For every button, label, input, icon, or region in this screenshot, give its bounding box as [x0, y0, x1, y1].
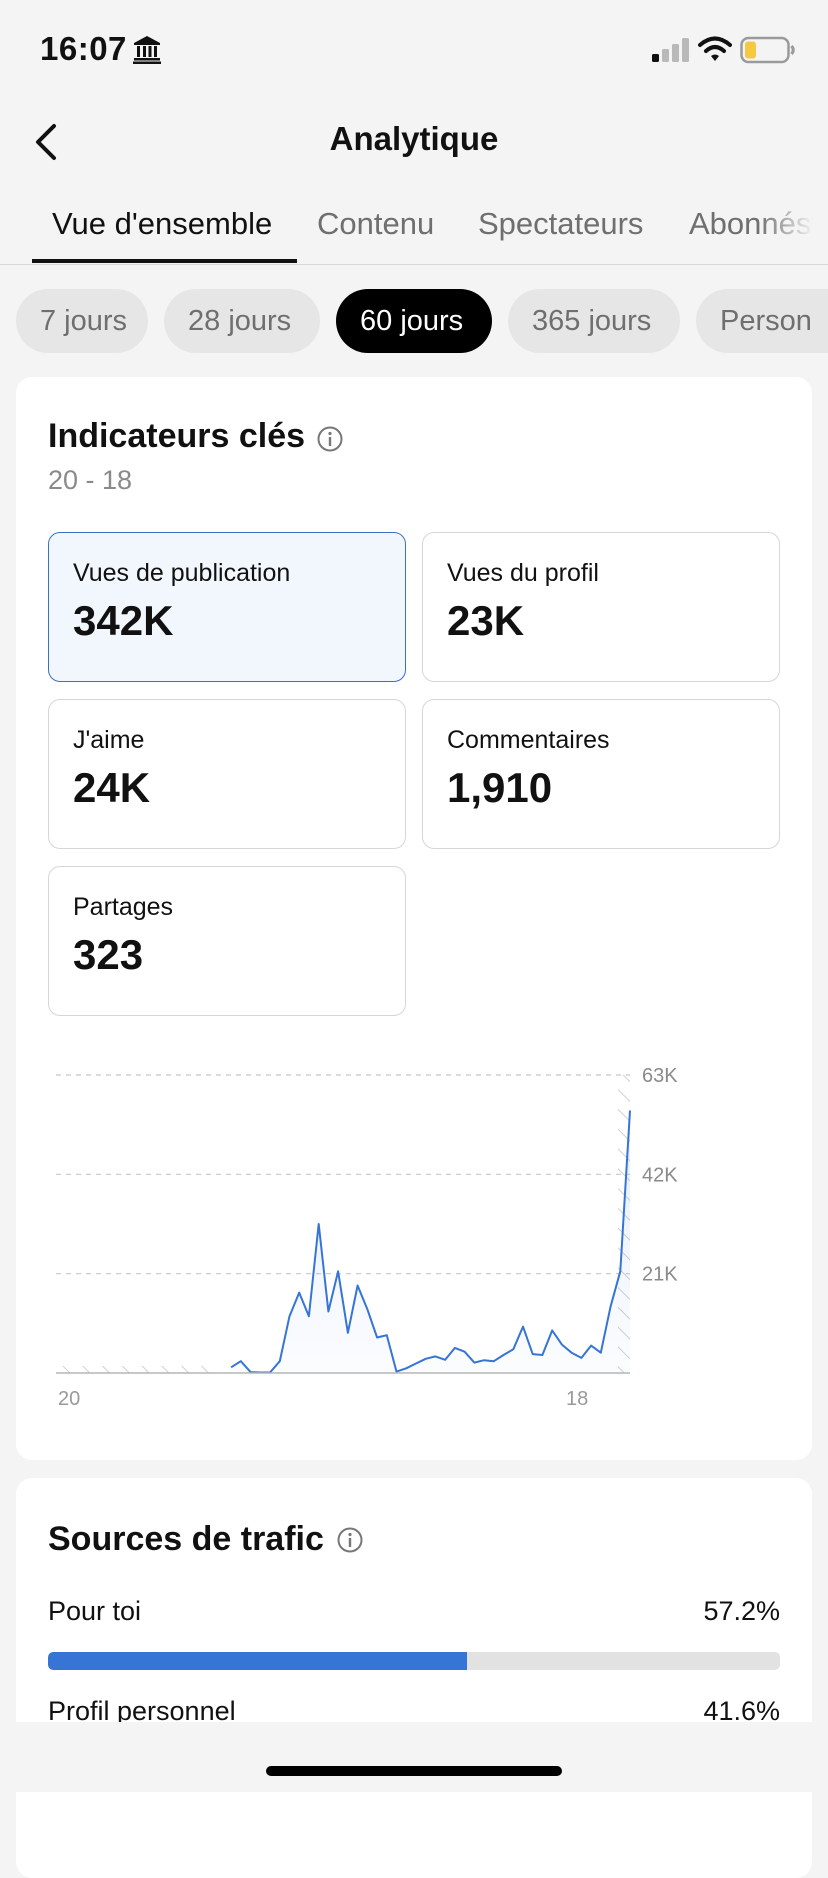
metric-card-comments[interactable]: Commentaires 1,910 [422, 699, 780, 849]
metric-label: Vues du profil [447, 559, 599, 587]
chevron-left-icon [36, 124, 56, 160]
chart-area-fill [231, 1110, 630, 1373]
page-title: Analytique [329, 120, 499, 157]
status-bar: 16:07 [0, 0, 828, 100]
metric-card-profile-views[interactable]: Vues du profil 23K [422, 532, 780, 682]
home-indicator[interactable] [266, 1766, 562, 1776]
traffic-source-label: Pour toi [48, 1596, 142, 1626]
no-data-hatch-left [56, 1366, 216, 1373]
metric-card-likes[interactable]: J'aime 24K [48, 699, 406, 849]
traffic-sources-card: Sources de trafic Pour toi 57.2% Profil … [16, 1478, 812, 1878]
key-metrics-title: Indicateurs clés [48, 417, 306, 455]
tab-content[interactable]: Contenu [317, 206, 435, 241]
metric-label: Partages [73, 893, 174, 921]
y-axis-tick-label: 63K [642, 1065, 678, 1087]
traffic-progress-fill [48, 1652, 467, 1670]
metric-value: 1,910 [447, 764, 553, 811]
status-time: 16:07 [40, 30, 127, 67]
info-icon[interactable] [336, 1526, 364, 1554]
metric-card-shares[interactable]: Partages 323 [48, 866, 406, 1016]
period-selector: 7 jours 28 jours 60 jours 365 jours Pers… [0, 289, 828, 353]
bank-icon [133, 36, 161, 64]
period-chip-28-days[interactable]: 28 jours [164, 289, 320, 353]
period-chip-custom[interactable]: Person [696, 289, 828, 353]
metric-label: Vues de publication [73, 559, 291, 587]
period-chip-365-days[interactable]: 365 jours [508, 289, 680, 353]
y-axis-tick-label: 42K [642, 1164, 678, 1186]
x-axis-end-label: 18 [566, 1388, 588, 1410]
battery-icon [740, 36, 795, 64]
period-chip-60-days[interactable]: 60 jours [336, 289, 492, 353]
date-range: 20 - 18 [48, 465, 133, 495]
tab-overview[interactable]: Vue d'ensemble [52, 206, 273, 241]
traffic-source-value: 41.6% [703, 1696, 780, 1726]
traffic-source-value: 57.2% [703, 1596, 780, 1626]
traffic-source-label: Profil personnel [48, 1696, 236, 1726]
tab-viewers[interactable]: Spectateurs [478, 206, 644, 241]
metric-value: 23K [447, 597, 525, 644]
x-axis-start-label: 20 [58, 1388, 80, 1410]
views-line-chart: 63K 42K 21K 20 18 [56, 1065, 678, 1410]
chart-series-line [230, 1110, 631, 1374]
navigation-bar: Analytique [0, 100, 828, 180]
metric-value: 24K [73, 764, 151, 811]
wifi-icon [698, 36, 732, 61]
back-button[interactable] [24, 118, 72, 166]
tabs-fade [758, 196, 828, 264]
key-metrics-card: Indicateurs clés 20 - 18 Vues de publica… [16, 377, 812, 1460]
metric-label: Commentaires [447, 726, 610, 754]
traffic-sources-title: Sources de trafic [48, 1520, 324, 1558]
bottom-safe-area [0, 1722, 828, 1792]
y-axis-tick-label: 21K [642, 1264, 678, 1286]
tab-bar: Vue d'ensemble Contenu Spectateurs Abonn… [0, 196, 828, 265]
metric-value: 323 [73, 931, 144, 978]
info-icon[interactable] [316, 425, 344, 453]
signal-icon [652, 38, 689, 62]
metric-card-post-views[interactable]: Vues de publication 342K [48, 532, 406, 682]
traffic-progress-track [48, 1652, 780, 1670]
period-chip-7-days[interactable]: 7 jours [16, 289, 148, 353]
metric-value: 342K [73, 597, 174, 644]
metric-label: J'aime [73, 726, 145, 754]
tab-active-indicator [32, 259, 297, 263]
